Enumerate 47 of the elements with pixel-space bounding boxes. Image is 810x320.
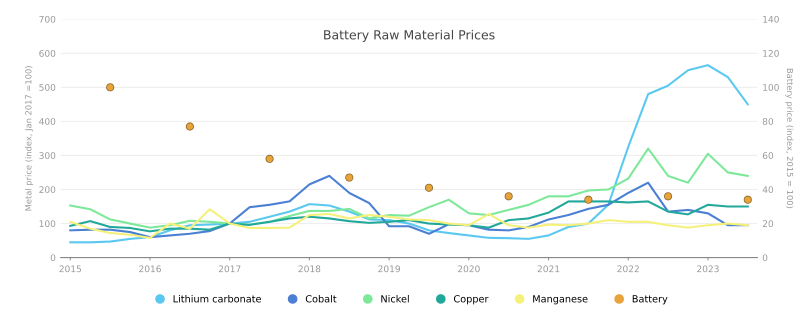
- y-tick-label: 400: [39, 118, 56, 125]
- legend-label: Nickel: [381, 294, 409, 302]
- y-tick-label: 700: [39, 16, 56, 23]
- y-tick-label: 200: [39, 186, 56, 194]
- y2-tick-label: 40: [762, 186, 774, 194]
- x-tick-label: 2020: [458, 265, 480, 272]
- y-axis-title: Metal price (index, Jan 2017 =100): [25, 66, 34, 211]
- x-tick-label: 2016: [139, 265, 161, 272]
- text: Battery Raw Material Prices: [324, 30, 495, 42]
- point: [664, 192, 672, 200]
- point: [106, 83, 114, 92]
- x-tick-label: 2018: [298, 265, 320, 272]
- x-tick-label: 2019: [378, 265, 400, 272]
- y2-tick-label: 0: [762, 254, 768, 262]
- point: [584, 196, 592, 204]
- point: [424, 184, 434, 192]
- y2-axis-title: Battery price (index, 2015 = 100): [785, 68, 794, 208]
- y2-tick-label: 20: [762, 220, 774, 228]
- legend-label: Lithium carbonate: [174, 294, 261, 302]
- legend-label: Manganese: [533, 295, 588, 304]
- x-tick-label: 2021: [538, 265, 560, 272]
- line-series: [69, 208, 749, 239]
- line-series: [69, 64, 749, 244]
- legend-label: Battery: [632, 295, 668, 304]
- legend-label: Copper: [454, 295, 488, 304]
- line-series: [69, 174, 749, 238]
- x-tick-label: 2023: [697, 265, 719, 272]
- line-series: [69, 148, 749, 229]
- y-tick-label: 300: [39, 152, 56, 159]
- x-tick-label: 2017: [218, 265, 240, 272]
- x-tick-label: 2015: [59, 265, 82, 272]
- x-tick-label: 2022: [617, 265, 639, 272]
- point: [186, 122, 194, 131]
- y-tick-label: 0: [50, 254, 56, 262]
- y2-tick-label: 100: [763, 84, 779, 91]
- point: [744, 196, 752, 204]
- y-tick-label: 500: [39, 84, 56, 91]
- point: [265, 154, 274, 163]
- y-tick-label: 100: [40, 220, 56, 228]
- y2-tick-label: 120: [763, 50, 779, 57]
- y2-tick-label: 140: [763, 16, 779, 23]
- point: [345, 173, 354, 182]
- y2-tick-label: 60: [762, 152, 774, 159]
- legend-label: Cobalt: [306, 294, 336, 302]
- point: [504, 192, 513, 200]
- y-tick-label: 600: [39, 50, 56, 57]
- y2-tick-label: 80: [762, 118, 774, 125]
